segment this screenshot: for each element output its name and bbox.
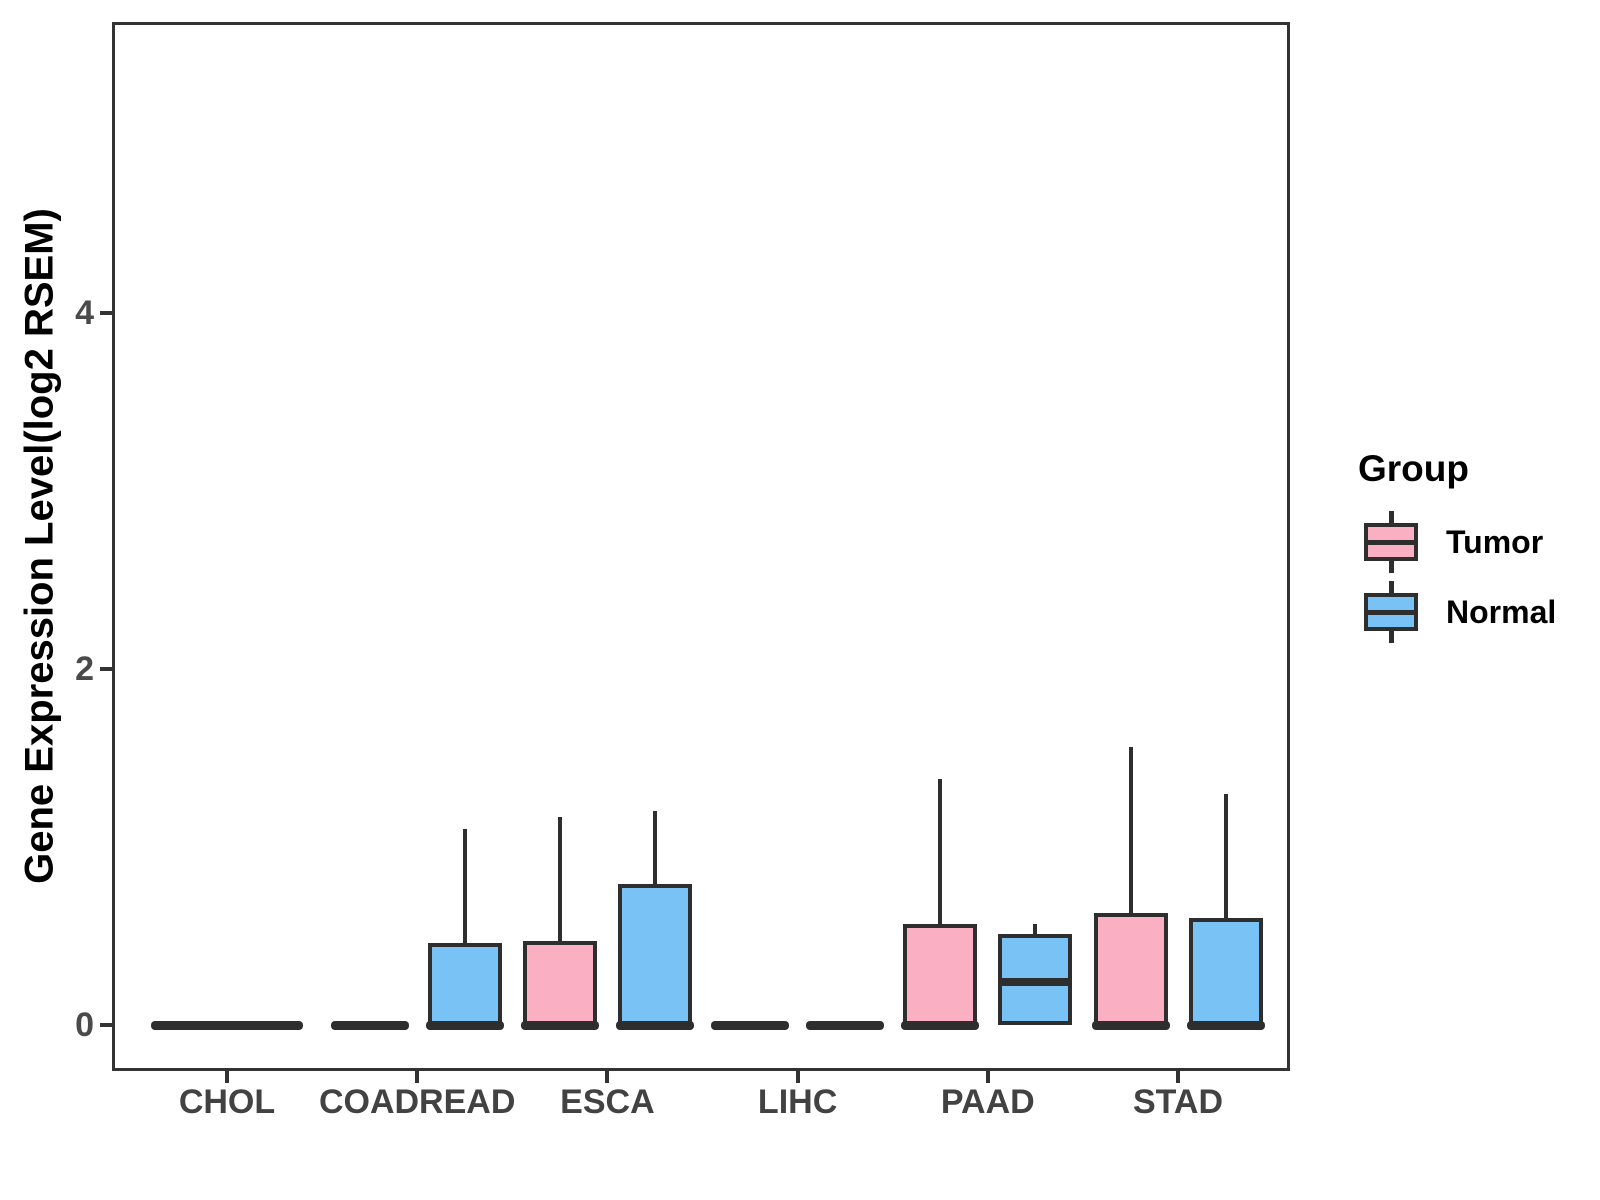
x-tick-mark-PAAD bbox=[985, 1071, 990, 1083]
box-STAD-Normal bbox=[1188, 918, 1263, 1025]
x-tick-label-STAD: STAD bbox=[1132, 1083, 1224, 1121]
legend: Group Tumor Normal bbox=[1330, 448, 1600, 678]
y-tick-label-0: 0 bbox=[75, 1006, 94, 1044]
x-tick-label-PAAD: PAAD bbox=[940, 1083, 1035, 1121]
box-STAD-Tumor bbox=[1093, 912, 1168, 1025]
whisker-PAAD-Tumor bbox=[938, 779, 943, 928]
box-COADREAD-Normal bbox=[427, 943, 502, 1025]
whisker-ESCA-Normal bbox=[652, 811, 657, 889]
x-tick-mark-STAD bbox=[1176, 1071, 1180, 1083]
flat-box-CHOL-Tumor+Normal bbox=[151, 1020, 303, 1030]
legend-label-normal: Normal bbox=[1446, 594, 1557, 630]
box-PAAD-Tumor bbox=[903, 923, 978, 1025]
y-tick-label-4: 4 bbox=[75, 294, 94, 332]
box-ESCA-Normal bbox=[617, 884, 692, 1025]
key-median bbox=[1368, 539, 1414, 545]
key-whisker-top bbox=[1389, 581, 1394, 594]
x-tick-mark-LIHC bbox=[795, 1071, 800, 1083]
whisker-PAAD-Normal bbox=[1033, 923, 1038, 939]
median-ESCA-Tumor bbox=[520, 1020, 599, 1030]
box-ESCA-Tumor bbox=[522, 941, 597, 1025]
key-whisker-bottom bbox=[1389, 560, 1394, 573]
key-median bbox=[1368, 609, 1414, 615]
key-whisker-top bbox=[1389, 511, 1394, 524]
whisker-COADREAD-Normal bbox=[462, 829, 467, 948]
y-tick-mark-4 bbox=[100, 311, 112, 315]
flat-box-LIHC-Normal bbox=[806, 1020, 885, 1030]
y-tick-mark-2 bbox=[100, 667, 112, 671]
plot-panel bbox=[112, 22, 1290, 1071]
legend-key-tumor-boxplot-icon bbox=[1364, 511, 1418, 573]
legend-key-normal-boxplot-icon bbox=[1364, 581, 1418, 643]
median-ESCA-Normal bbox=[615, 1020, 694, 1030]
median-PAAD-Normal bbox=[1002, 978, 1069, 987]
whisker-ESCA-Tumor bbox=[557, 816, 562, 946]
x-tick-label-ESCA: ESCA bbox=[560, 1083, 655, 1121]
flat-box-COADREAD-Tumor bbox=[330, 1020, 409, 1030]
flat-box-LIHC-Tumor bbox=[711, 1020, 790, 1030]
key-whisker-bottom bbox=[1389, 630, 1394, 643]
legend-title: Group bbox=[1358, 448, 1469, 489]
y-tick-mark-0 bbox=[100, 1023, 112, 1027]
x-tick-mark-CHOL bbox=[225, 1071, 229, 1083]
median-STAD-Tumor bbox=[1091, 1020, 1170, 1030]
median-PAAD-Tumor bbox=[901, 1020, 980, 1030]
median-COADREAD-Normal bbox=[425, 1020, 504, 1030]
x-tick-label-COADREAD: COADREAD bbox=[318, 1083, 516, 1121]
x-tick-mark-COADREAD bbox=[415, 1071, 420, 1083]
key-box bbox=[1364, 593, 1418, 631]
y-tick-label-2: 2 bbox=[75, 650, 94, 688]
legend-label-tumor: Tumor bbox=[1446, 524, 1544, 560]
x-tick-label-CHOL: CHOL bbox=[178, 1083, 276, 1121]
whisker-STAD-Normal bbox=[1223, 793, 1228, 923]
median-STAD-Normal bbox=[1186, 1020, 1265, 1030]
whisker-STAD-Tumor bbox=[1128, 747, 1133, 917]
key-box bbox=[1364, 523, 1418, 561]
x-tick-mark-ESCA bbox=[605, 1071, 610, 1083]
x-tick-label-LIHC: LIHC bbox=[757, 1083, 838, 1121]
